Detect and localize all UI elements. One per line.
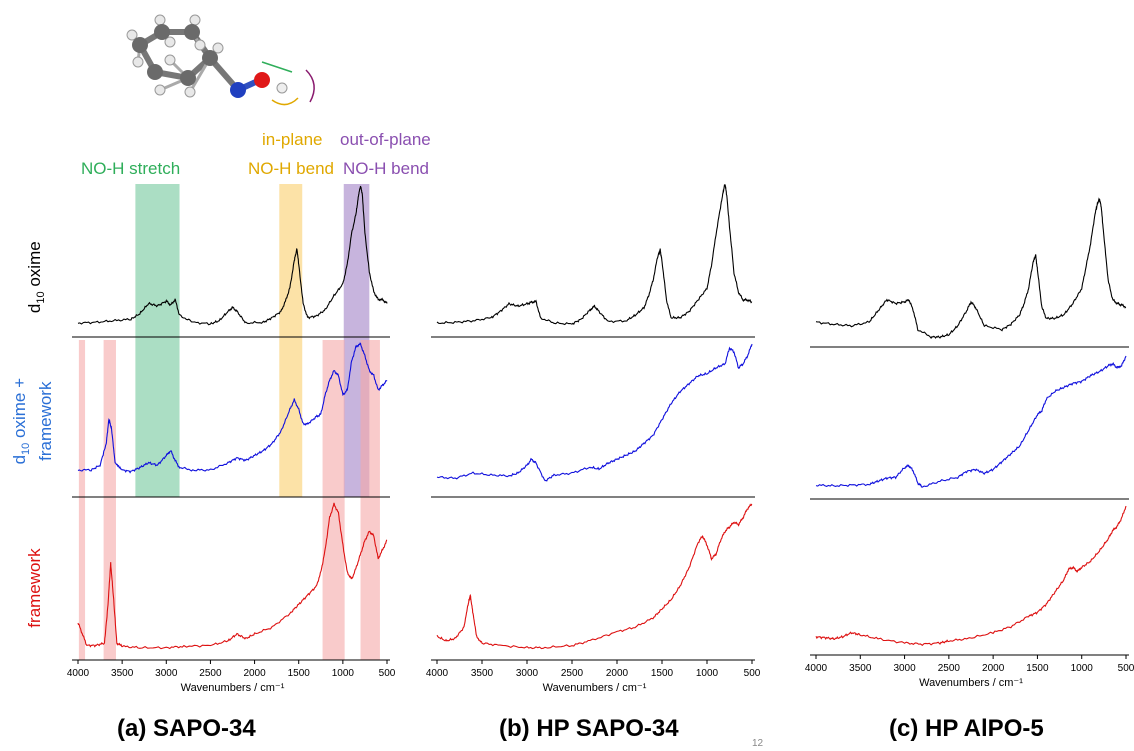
- x-tick-label-4: 2000: [982, 663, 1005, 674]
- spectrum-oxime-panel-0: [77, 185, 388, 326]
- hydrogen-atom-9: [164, 54, 176, 66]
- oxygen-atom: [254, 72, 270, 88]
- highlight-bands: [78, 184, 380, 660]
- inplane-label-2: NO-H bend: [248, 159, 334, 178]
- panel-title-c: (c) HP AlPO-5: [889, 715, 1044, 742]
- row-label-oxime: d10 oxime: [25, 227, 51, 327]
- x-tick-label-0: 4000: [426, 668, 449, 679]
- x-tick-label-6: 1000: [1071, 663, 1094, 674]
- x-tick-label-3: 2500: [199, 668, 222, 679]
- outplane-label-1: out-of-plane: [340, 130, 431, 149]
- hydrogen-atom-2: [154, 14, 166, 26]
- x-tick-label-1: 3500: [111, 668, 134, 679]
- row-label-oxime-text: d10 oxime: [24, 241, 48, 314]
- band-framework-3: [78, 340, 86, 660]
- x-axis-title: Wavenumbers / cm⁻¹: [543, 682, 647, 694]
- band-in-plane-no-h-bend-1: [279, 184, 303, 497]
- x-tick-label-0: 4000: [67, 668, 90, 679]
- spectrum-fw-panel-2: [815, 505, 1127, 647]
- spectrum-both-panel-1: [436, 343, 753, 482]
- hydrogen-atom-5: [194, 39, 206, 51]
- spectrum-oxime-panel-1: [436, 183, 753, 326]
- band-framework-6: [360, 340, 380, 660]
- x-tick-label-3: 2500: [561, 668, 584, 679]
- x-axis-title: Wavenumbers / cm⁻¹: [181, 682, 285, 694]
- spectrum-both-panel-0: [77, 342, 388, 474]
- row-label-oxime-framework-line1: d10 oxime +: [9, 377, 33, 465]
- nh-stretch-label: NO-H stretch: [81, 159, 181, 178]
- hydrogen-atom-4: [189, 14, 201, 26]
- panel-1: 4000 3500 3000 2500 2000 1500 1000 500 Wavenumbe…: [426, 183, 761, 694]
- hydrogen-atom-6: [212, 42, 224, 54]
- row-label-oxime-framework: d10 oxime + framework: [10, 356, 56, 486]
- x-tick-label-0: 4000: [805, 663, 828, 674]
- x-tick-label-1: 3500: [471, 668, 494, 679]
- x-tick-label-5: 1500: [1026, 663, 1049, 674]
- band-framework-5: [322, 340, 345, 660]
- carbon-atom-1: [154, 24, 170, 40]
- x-tick-label-2: 3000: [155, 668, 178, 679]
- x-tick-label-2: 3000: [893, 663, 916, 674]
- outplane-label-2: NO-H bend: [343, 159, 429, 178]
- carbon-atom-3: [202, 50, 218, 66]
- band-no-h-stretch-0: [135, 184, 180, 497]
- spectrum-fw-panel-1: [436, 503, 753, 650]
- x-tick-label-6: 1000: [696, 668, 719, 679]
- plot-layer: 4000 3500 3000 2500 2000 1500 1000 500 Wavenumbe…: [67, 183, 1134, 694]
- x-axis-title: Wavenumbers / cm⁻¹: [919, 677, 1023, 689]
- panel-2: 4000 3500 3000 2500 2000 1500 1000 500 Wavenumbe…: [805, 197, 1134, 689]
- spectrum-both-panel-2: [815, 355, 1127, 488]
- spectrum-fw-panel-0: [77, 502, 388, 650]
- x-tick-label-7: 500: [1118, 663, 1134, 674]
- hydrogen-atom-3: [164, 36, 176, 48]
- cyclohexanone-oxime-molecule: [126, 14, 315, 106]
- hydroxyl-hydrogen-atom: [276, 82, 288, 94]
- row-label-oxime-framework-line2: framework: [36, 381, 56, 461]
- stretch-arrow: [261, 61, 293, 73]
- x-tick-label-1: 3500: [849, 663, 872, 674]
- panel-0: 4000 3500 3000 2500 2000 1500 1000 500 Wavenumbe…: [67, 185, 396, 694]
- x-tick-label-4: 2000: [243, 668, 266, 679]
- x-tick-label-6: 1000: [332, 668, 355, 679]
- carbon-atom-2: [184, 24, 200, 40]
- panel-title-a: (a) SAPO-34: [117, 715, 256, 742]
- inplane-label-1: in-plane: [262, 130, 323, 149]
- hydrogen-atom-1: [132, 56, 144, 68]
- inplane-arrow: [271, 97, 299, 106]
- carbon-atom-0: [132, 37, 148, 53]
- x-tick-label-7: 500: [744, 668, 761, 679]
- carbon-atom-4: [180, 70, 196, 86]
- carbon-atom-5: [147, 64, 163, 80]
- outplane-arrow: [305, 69, 315, 103]
- x-tick-label-5: 1500: [288, 668, 311, 679]
- band-framework-4: [103, 340, 116, 660]
- x-tick-label-5: 1500: [651, 668, 674, 679]
- x-tick-label-7: 500: [379, 668, 396, 679]
- row-label-framework: framework: [25, 543, 45, 633]
- hydrogen-atom-8: [154, 84, 166, 96]
- nitrogen-atom: [230, 82, 246, 98]
- x-tick-label-2: 3000: [516, 668, 539, 679]
- page-number: 12: [752, 738, 764, 749]
- row-label-framework-text: framework: [25, 548, 44, 628]
- x-tick-label-4: 2000: [606, 668, 629, 679]
- hydrogen-atom-7: [184, 86, 196, 98]
- hydrogen-atom-0: [126, 29, 138, 41]
- x-tick-label-3: 2500: [938, 663, 961, 674]
- panel-title-b: (b) HP SAPO-34: [499, 715, 679, 742]
- spectrum-oxime-panel-2: [815, 197, 1127, 340]
